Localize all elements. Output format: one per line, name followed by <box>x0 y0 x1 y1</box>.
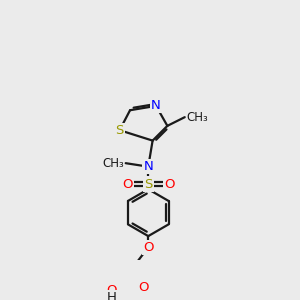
Text: O: O <box>164 178 174 190</box>
Text: N: N <box>143 160 153 173</box>
Text: S: S <box>116 124 124 137</box>
Text: CH₃: CH₃ <box>187 111 208 124</box>
Text: O: O <box>122 178 133 190</box>
Text: O: O <box>143 241 154 254</box>
Text: H: H <box>107 291 117 300</box>
Text: N: N <box>151 99 161 112</box>
Text: S: S <box>144 178 152 190</box>
Text: O: O <box>139 281 149 294</box>
Text: O: O <box>106 284 117 297</box>
Text: CH₃: CH₃ <box>102 157 124 170</box>
